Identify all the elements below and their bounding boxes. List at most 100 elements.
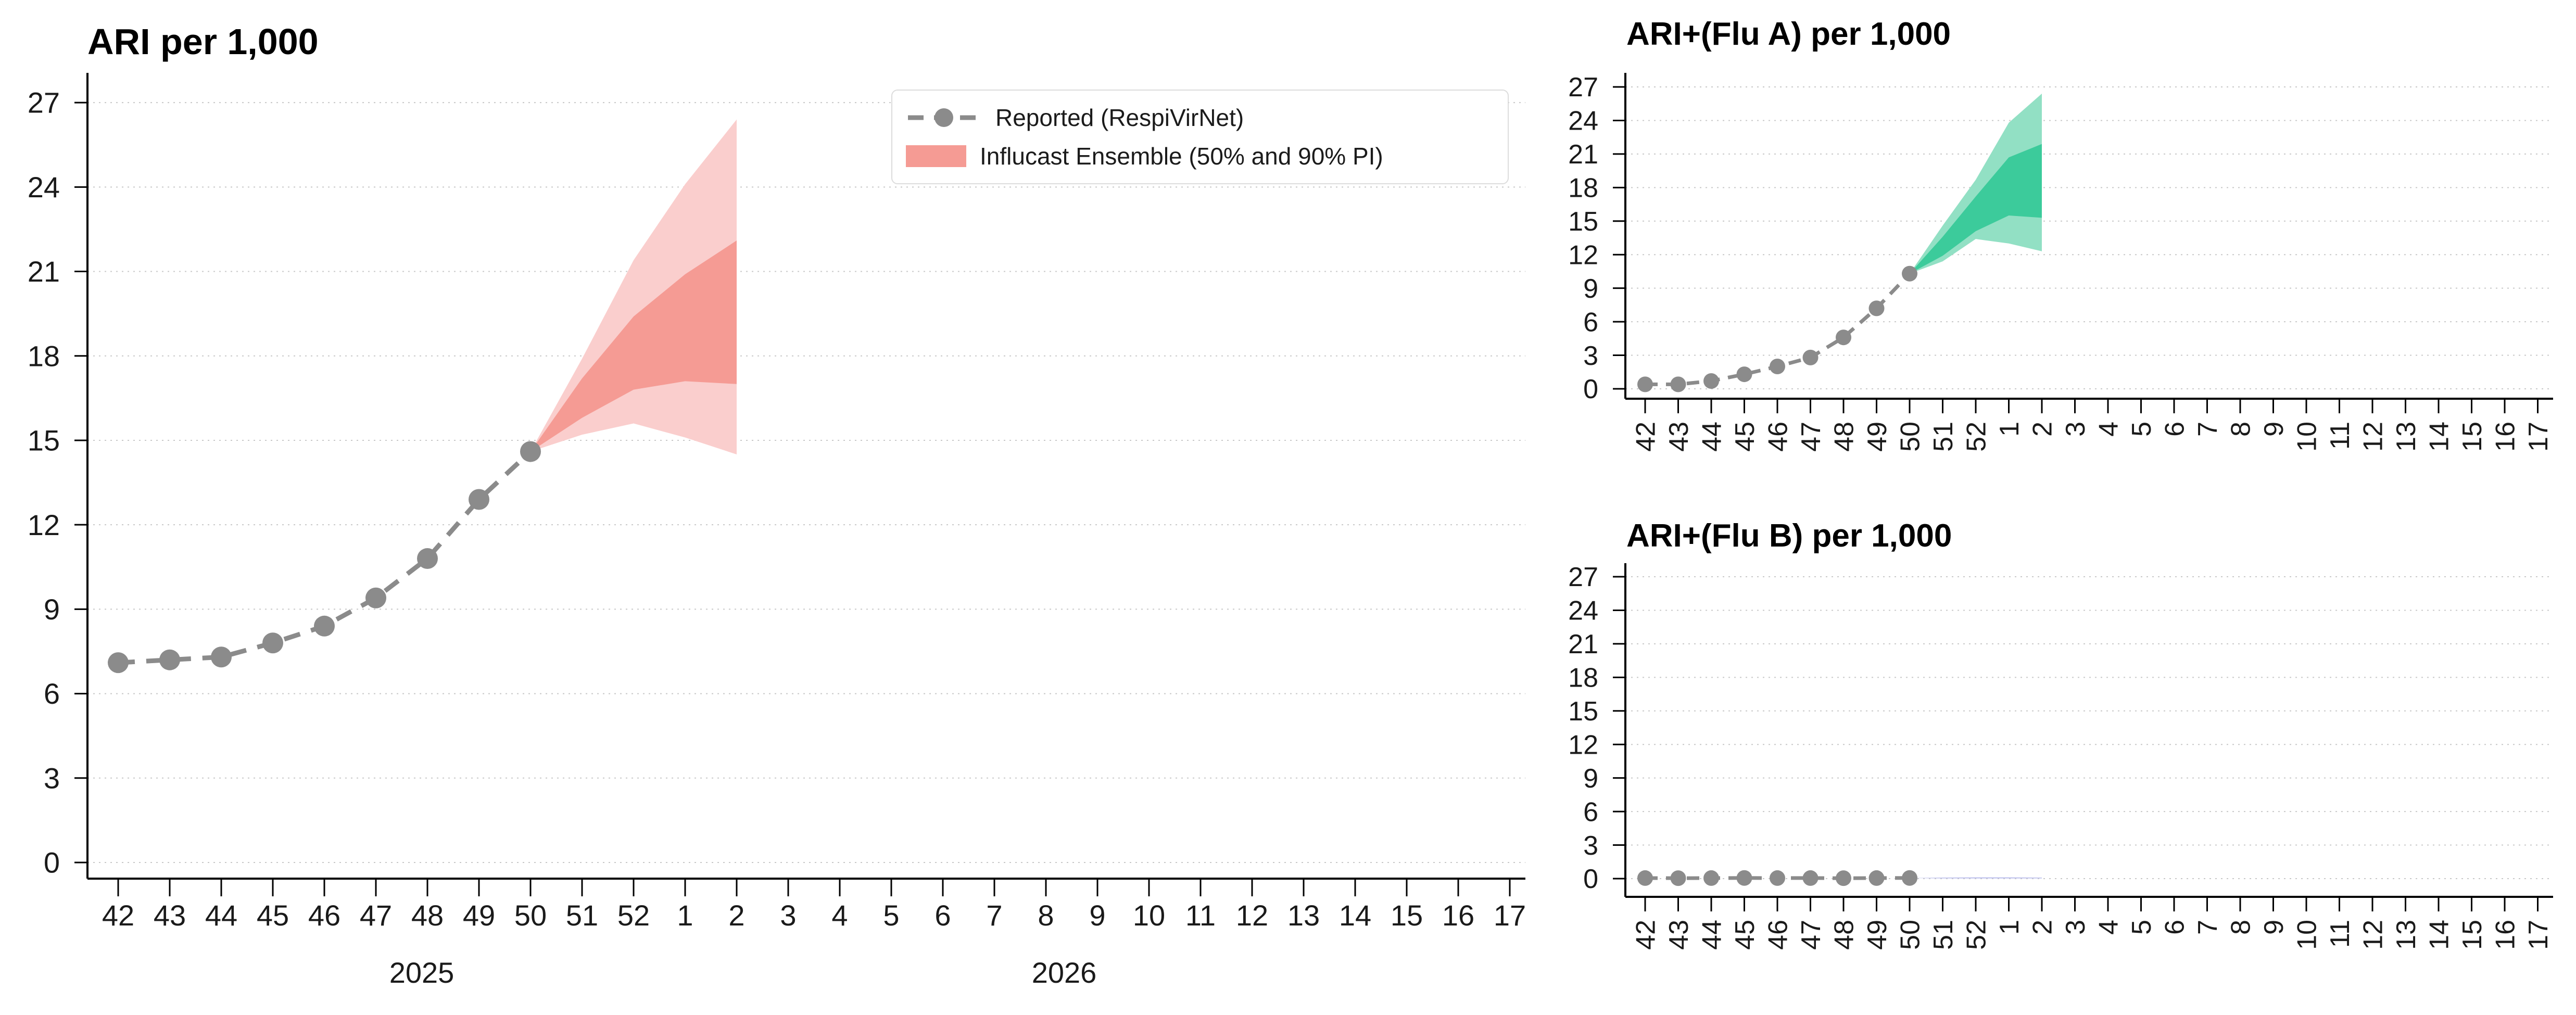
flu-a-y-tick-label: 6 (1583, 307, 1598, 337)
flu-b-x-tick-label: 50 (1896, 920, 1926, 950)
flu-b-x-tick-label: 52 (1962, 920, 1992, 950)
flu-a-x-tick-label: 13 (2391, 422, 2421, 452)
flu-b-x-tick-label: 4 (2094, 920, 2124, 935)
ari-y-tick-label: 27 (28, 86, 60, 119)
ari-x-tick-label: 14 (1339, 899, 1371, 932)
flu-a-data-point (1670, 376, 1686, 392)
flu-b-x-tick-label: 16 (2491, 920, 2521, 950)
flu-a-data-point (1902, 265, 1917, 282)
flu-a-chart-title: ARI+(Flu A) per 1,000 (1626, 16, 1951, 52)
ari-y-tick-label: 21 (28, 255, 60, 288)
flu-a-x-tick-label: 12 (2358, 422, 2389, 452)
legend-item-reported: Reported (RespiVirNet) (906, 101, 1494, 134)
flu-a-y-tick-label: 15 (1568, 207, 1598, 237)
flu-b-data-point (1637, 870, 1653, 886)
flu-a-data-point (1868, 300, 1885, 316)
flu-a-x-tick-label: 11 (2325, 422, 2355, 450)
flu-b-x-tick-label: 15 (2457, 920, 2487, 950)
flu-b-x-tick-label: 1 (1994, 920, 2025, 935)
flu-a-x-tick-label: 51 (1928, 422, 1959, 452)
flu-a-data-point (1836, 329, 1851, 346)
flu-b-y-tick-label: 3 (1583, 831, 1598, 861)
ari-x-tick-label: 44 (205, 899, 237, 932)
flu-b-x-tick-label: 11 (2325, 920, 2355, 948)
flu-a-x-tick-label: 5 (2127, 422, 2157, 437)
flu-a-y-tick-label: 12 (1568, 240, 1598, 270)
ari-x-tick-label: 6 (935, 899, 951, 932)
ari-y-tick-label: 6 (44, 677, 60, 710)
ari-x-tick-label: 48 (411, 899, 444, 932)
flu-a-x-tick-label: 44 (1697, 422, 1727, 452)
ari-data-point (417, 548, 438, 569)
flu-b-x-tick-label: 12 (2358, 920, 2389, 950)
ensemble-swatch-icon (906, 145, 966, 167)
flu-b-x-tick-label: 8 (2226, 920, 2256, 935)
flu-a-x-tick-label: 2 (2028, 422, 2058, 437)
flu-a-x-tick-label: 1 (1994, 422, 2025, 437)
flu-b-x-tick-label: 48 (1829, 920, 1860, 950)
flu-b-data-point (1736, 870, 1752, 886)
ari-x-tick-label: 5 (883, 899, 899, 932)
flu-b-data-point (1670, 870, 1686, 886)
flu-b-x-tick-label: 46 (1763, 920, 1794, 950)
ari-x-tick-label: 7 (986, 899, 1002, 932)
flu-a-data-point (1637, 376, 1653, 392)
flu-b-y-tick-label: 21 (1568, 629, 1598, 659)
ari-x-tick-label: 43 (154, 899, 186, 932)
ari-x-tick-label: 45 (257, 899, 289, 932)
flu-b-x-tick-label: 43 (1664, 920, 1694, 950)
ari-x-tick-label: 50 (514, 899, 547, 932)
flu-b-y-tick-label: 24 (1568, 596, 1598, 626)
flu-b-x-tick-label: 3 (2061, 920, 2091, 935)
flu-b-x-tick-label: 49 (1862, 920, 1892, 950)
ari-y-tick-label: 12 (28, 509, 60, 541)
ari-x-tick-label: 10 (1133, 899, 1165, 932)
ari-data-point (520, 441, 541, 462)
flu-a-x-tick-label: 42 (1631, 422, 1661, 452)
flu-b-data-point (1836, 870, 1851, 886)
flu-b-data-point (1868, 870, 1885, 886)
ari-y-tick-label: 15 (28, 424, 60, 457)
flu-a-x-tick-label: 9 (2259, 422, 2289, 437)
flu-a-x-tick-label: 52 (1962, 422, 1992, 452)
flu-b-y-tick-label: 27 (1568, 562, 1598, 592)
ari-x-tick-label: 52 (617, 899, 650, 932)
flu-b-x-tick-label: 47 (1796, 920, 1826, 950)
ari-x-tick-label: 1 (677, 899, 693, 932)
ari-x-tick-label: 42 (102, 899, 134, 932)
flu-a-y-tick-label: 18 (1568, 173, 1598, 204)
flu-a-x-tick-label: 45 (1730, 422, 1760, 452)
legend-label-reported: Reported (RespiVirNet) (995, 104, 1244, 131)
flu-b-y-tick-label: 15 (1568, 696, 1598, 727)
flu-b-x-tick-label: 5 (2127, 920, 2157, 935)
flu-a-x-tick-label: 17 (2523, 422, 2554, 452)
ari-x-tick-label: 8 (1038, 899, 1054, 932)
ari-y-tick-label: 3 (44, 762, 60, 794)
flu-a-x-tick-label: 6 (2160, 422, 2190, 437)
ari-x-tick-label: 4 (831, 899, 848, 932)
ari-x-tick-label: 12 (1236, 899, 1268, 932)
flu-a-x-tick-label: 14 (2425, 422, 2455, 452)
flu-b-x-tick-label: 9 (2259, 920, 2289, 935)
flu-a-x-tick-label: 47 (1796, 422, 1826, 452)
ari-y-tick-label: 18 (28, 339, 60, 372)
flu-b-data-point (1770, 870, 1785, 886)
ari-data-point (108, 652, 129, 674)
flu-a-x-tick-label: 46 (1763, 422, 1794, 452)
flu-a-x-tick-label: 50 (1896, 422, 1926, 452)
flu-a-data-point (1802, 349, 1819, 365)
flu-b-x-tick-label: 13 (2391, 920, 2421, 950)
flu-b-x-tick-label: 44 (1697, 920, 1727, 950)
flu-a-x-tick-label: 10 (2292, 422, 2322, 452)
ari-data-point (314, 615, 335, 637)
ari-data-point (365, 587, 386, 608)
legend: Reported (RespiVirNet) Influcast Ensembl… (891, 90, 1509, 184)
ari-x-tick-label: 49 (463, 899, 495, 932)
flu-a-y-tick-label: 21 (1568, 139, 1598, 170)
flu-b-x-tick-label: 14 (2425, 920, 2455, 950)
flu-a-x-tick-label: 15 (2457, 422, 2487, 452)
flu-b-y-tick-label: 0 (1583, 864, 1598, 894)
flu-b-data-point (1902, 870, 1917, 886)
ari-x-tick-label: 17 (1494, 899, 1526, 932)
